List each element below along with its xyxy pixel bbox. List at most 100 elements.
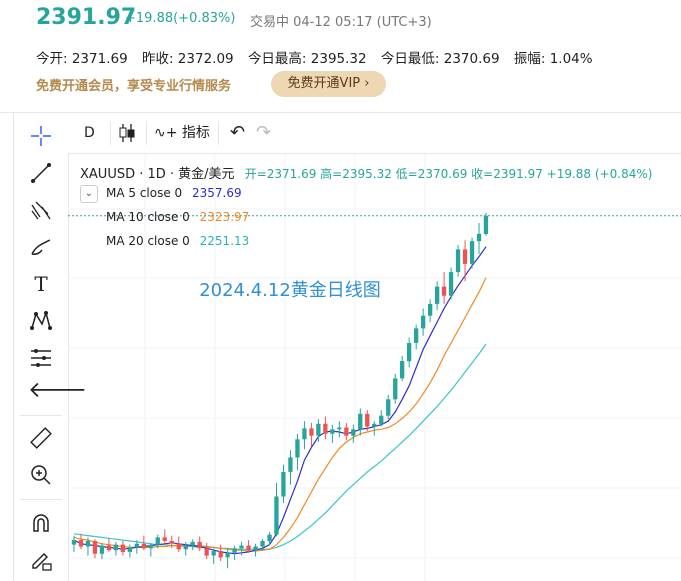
candle-body-26 [253, 546, 258, 551]
ohlc-readout: 开=2371.69 高=2395.32 低=2370.69 收=2391.97 … [244, 167, 653, 181]
amplitude: 振幅: 1.04% [513, 51, 593, 67]
indicators-button[interactable]: ∿+ 指标 [154, 121, 210, 145]
chart-annotation: 2024.4.12黄金日线图 [199, 280, 381, 301]
text-icon[interactable]: T [34, 272, 48, 296]
legend-ma10: MA 10 close 0 2323.97 [106, 210, 249, 224]
legend-ma20-label: MA 20 close 0 [106, 234, 190, 248]
candle-body-0 [71, 540, 77, 545]
promo-text: 免费开通会员，享受专业行情服务 [36, 79, 232, 94]
legend-ma10-value: 2323.97 [199, 210, 250, 224]
legend-ma20: MA 20 close 0 2251.13 [106, 234, 249, 248]
candle-body-4 [99, 545, 105, 554]
candle-body-14 [169, 541, 174, 544]
trendline-icon[interactable] [28, 160, 54, 186]
day-low: 今日最低: 2370.69 [380, 51, 500, 67]
candle-body-22 [225, 552, 230, 558]
interval-button[interactable]: D [84, 125, 95, 141]
candle-body-58 [476, 233, 482, 242]
candlestick-chart[interactable]: 2024.4.12黄金日线图 [68, 154, 681, 581]
quote-header: 2391.97 +19.88(+0.83%) 交易中 04-12 05:17 (… [0, 0, 681, 113]
arrow-left-icon[interactable]: 🡐 [28, 378, 87, 403]
indicators-icon: ∿+ [154, 125, 178, 141]
candle-body-12 [155, 537, 160, 545]
candle-body-35 [316, 423, 321, 436]
candle-body-28 [267, 534, 272, 542]
candle-body-34 [309, 428, 314, 436]
redo-icon[interactable]: ↷ [256, 122, 272, 143]
magnet-icon[interactable] [28, 511, 54, 537]
candle-body-20 [211, 551, 216, 556]
brush-icon[interactable] [28, 234, 54, 260]
legend-ma5-label: MA 5 close 0 [106, 186, 183, 200]
undo-icon[interactable]: ↶ [230, 122, 246, 143]
candle-body-45 [386, 399, 391, 416]
candle-body-55 [455, 249, 461, 273]
candle-body-6 [113, 544, 118, 551]
candle-type-icon[interactable] [118, 121, 136, 145]
candle-body-56 [462, 249, 468, 264]
candle-body-48 [407, 343, 412, 362]
candle-body-40 [351, 429, 356, 436]
candle-body-52 [435, 286, 440, 304]
candle-body-59 [483, 215, 489, 234]
candle-body-50 [421, 315, 426, 329]
legend-ma5-value: 2357.69 [192, 186, 242, 200]
pattern-icon[interactable] [28, 308, 54, 334]
fib-icon[interactable] [28, 197, 54, 223]
candle-body-51 [428, 303, 433, 316]
candle-body-27 [260, 541, 265, 547]
lock-draw-icon[interactable] [28, 547, 54, 573]
candle-body-39 [344, 427, 349, 436]
symbol-label: XAUUSD · 1D · 黄金/美元 [80, 167, 235, 182]
indicators-label: 指标 [181, 125, 210, 141]
candle-body-53 [441, 286, 447, 296]
candle-body-17 [190, 541, 195, 546]
candle-body-13 [162, 537, 167, 541]
collapse-legend-icon[interactable]: ⌄ [80, 185, 98, 203]
legend-ma5: MA 5 close 0 2357.69 [106, 186, 242, 200]
legend-ma10-label: MA 10 close 0 [106, 210, 190, 224]
candle-body-24 [239, 545, 244, 549]
candle-body-15 [176, 543, 181, 550]
open-price: 今开: 2371.69 [36, 51, 128, 67]
legend-ma20-value: 2251.13 [199, 234, 250, 248]
candle-body-54 [448, 272, 454, 296]
ruler-icon[interactable] [28, 425, 54, 451]
candle-body-38 [337, 427, 342, 430]
day-high: 今日最高: 2395.32 [247, 51, 367, 67]
price-change: +19.88(+0.83%) [125, 11, 236, 26]
quote-stats: 今开: 2371.69 昨收: 2372.09 今日最高: 2395.32 今日… [36, 47, 603, 67]
measure-lines-icon[interactable] [28, 345, 54, 371]
last-price: 2391.97 [36, 5, 137, 30]
candle-body-47 [400, 361, 405, 379]
drawing-toolbar: T 🡐 [13, 113, 87, 581]
candle-body-46 [393, 378, 398, 400]
candle-body-49 [414, 328, 419, 343]
candle-body-3 [92, 541, 98, 554]
candle-body-25 [246, 545, 251, 551]
candle-body-19 [204, 548, 209, 556]
ma20-line [73, 343, 487, 550]
prev-close: 昨收: 2372.09 [141, 51, 234, 67]
candle-body-42 [365, 413, 370, 427]
candle-body-37 [330, 429, 335, 434]
chart-toolbar: D ∿+ 指标 ↶ ↷ [68, 113, 681, 154]
candle-body-5 [106, 545, 112, 551]
candle-body-41 [358, 413, 363, 430]
candle-body-10 [141, 543, 146, 549]
candle-body-11 [148, 544, 153, 549]
vip-button[interactable]: 免费开通VIP › [271, 71, 386, 97]
market-status: 交易中 04-12 05:17 (UTC+3) [250, 15, 432, 30]
candle-body-2 [85, 541, 91, 547]
candle-body-30 [281, 472, 286, 497]
candle-body-44 [379, 415, 384, 424]
candle-body-1 [78, 540, 84, 547]
candle-body-23 [232, 548, 237, 553]
candle-body-16 [183, 545, 188, 550]
candle-body-31 [288, 457, 293, 472]
candle-body-9 [134, 543, 139, 548]
candle-body-57 [469, 241, 475, 264]
crosshair-icon[interactable] [28, 123, 54, 149]
zoom-in-icon[interactable] [28, 462, 54, 488]
candle-body-33 [302, 428, 307, 440]
